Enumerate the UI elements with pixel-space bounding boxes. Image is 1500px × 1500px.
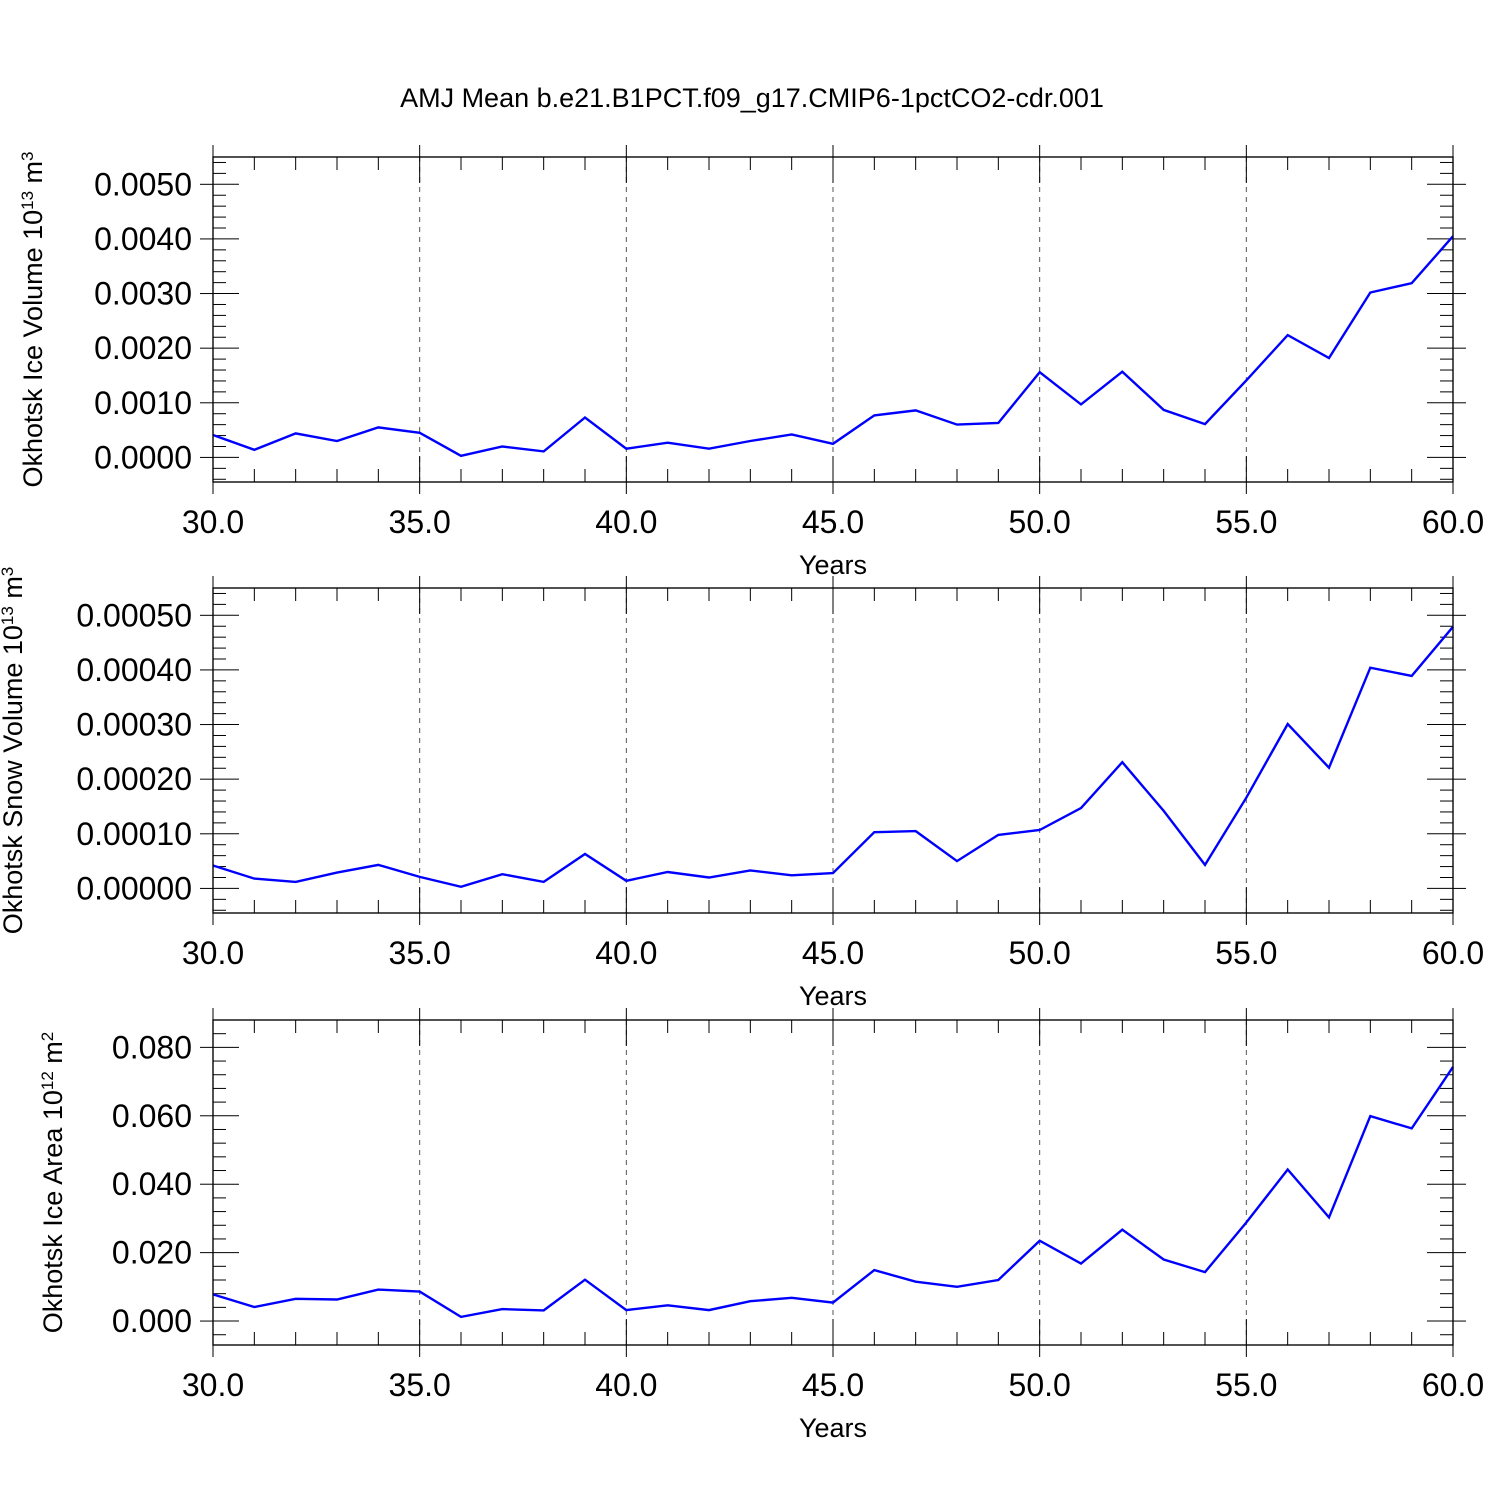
snow-volume-y-tick-label: 0.00050 (76, 597, 192, 633)
ice-volume-x-tick-label: 55.0 (1215, 504, 1277, 540)
ice-area-y-tick-label: 0.020 (112, 1235, 192, 1271)
ice-volume-panel: 30.0 35.0 40.0 45.0 50.0 55.0 60.0 0.0000 0.0010… (18, 145, 1484, 580)
ice-area-y-tick-label: 0.060 (112, 1098, 192, 1134)
snow-volume-series-line (212, 626, 1454, 889)
ice-area-y-axis-label-exp: 12 (38, 1071, 57, 1090)
ice-volume-y-axis-label-main: Okhotsk Ice Volume 10 (18, 210, 48, 488)
snow-volume-x-tick-label: 45.0 (802, 935, 864, 971)
ice-volume-y-axis-label: Okhotsk Ice Volume 1013 m3 (18, 151, 49, 487)
snow-volume-x-tick-label: 60.0 (1422, 935, 1484, 971)
snow-volume-y-tick-label: 0.00040 (76, 652, 192, 688)
ice-area-series-line (212, 1066, 1454, 1319)
snow-volume-x-tick-label: 30.0 (182, 935, 244, 971)
snow-volume-y-tick-label: 0.00030 (76, 707, 192, 743)
snow-volume-y-axis-label-unit: m (0, 576, 28, 606)
snow-volume-y-axis-label-main: Okhotsk Snow Volume 10 (0, 625, 28, 934)
ice-volume-y-axis-label-exp: 13 (18, 191, 37, 210)
ice-area-y-axis-label-unit-exp: 2 (38, 1032, 57, 1041)
snow-volume-y-axis-label-exp: 13 (0, 606, 17, 625)
ice-area-y-tick-label: 0.040 (112, 1166, 192, 1202)
ice-volume-x-tick-label: 30.0 (182, 504, 244, 540)
snow-volume-x-axis-label: Years (799, 981, 867, 1011)
snow-volume-y-tick-label: 0.00010 (76, 816, 192, 852)
snow-volume-plot-border (212, 587, 1454, 914)
snow-volume-y-axis-label: Okhotsk Snow Volume 1013 m3 (0, 567, 28, 935)
ice-volume-plot-border (212, 156, 1454, 483)
ice-volume-x-tick-label: 40.0 (595, 504, 657, 540)
ice-area-panel: 30.0 35.0 40.0 45.0 50.0 55.0 60.0 0.000 0.020 0.… (38, 1008, 1484, 1443)
ice-area-plot-border (212, 1019, 1454, 1346)
ice-volume-y-axis-label-unit-exp: 3 (18, 151, 37, 160)
ice-area-x-tick-label: 60.0 (1422, 1367, 1484, 1403)
figure-title: AMJ Mean b.e21.B1PCT.f09_g17.CMIP6-1pctC… (400, 83, 1104, 113)
ice-area-y-axis-label-main: Okhotsk Ice Area 10 (38, 1090, 68, 1333)
ice-area-y-axis-label-unit: m (38, 1041, 68, 1071)
ice-area-x-tick-label: 50.0 (1009, 1367, 1071, 1403)
ice-area-x-tick-label: 35.0 (389, 1367, 451, 1403)
ice-area-x-tick-label: 55.0 (1215, 1367, 1277, 1403)
ice-volume-y-tick-label: 0.0040 (94, 221, 192, 257)
ice-volume-y-tick-label: 0.0010 (94, 385, 192, 421)
ice-area-y-tick-label: 0.080 (112, 1029, 192, 1065)
ice-volume-y-tick-label: 0.0020 (94, 330, 192, 366)
ice-area-y-tick-label: 0.000 (112, 1303, 192, 1339)
snow-volume-panel: 30.0 35.0 40.0 45.0 50.0 55.0 60.0 0.00000 0.000… (0, 567, 1484, 1011)
ice-volume-y-tick-label: 0.0030 (94, 276, 192, 312)
ice-volume-series-line (212, 235, 1454, 458)
ice-area-x-tick-label: 40.0 (595, 1367, 657, 1403)
ice-volume-x-tick-label: 50.0 (1009, 504, 1071, 540)
snow-volume-y-tick-label: 0.00020 (76, 761, 192, 797)
ice-volume-x-tick-label: 35.0 (389, 504, 451, 540)
ice-volume-x-tick-label: 60.0 (1422, 504, 1484, 540)
ice-volume-x-axis-label: Years (799, 550, 867, 580)
ice-area-x-tick-label: 45.0 (802, 1367, 864, 1403)
ice-volume-x-tick-label: 45.0 (802, 504, 864, 540)
ice-area-y-axis-label: Okhotsk Ice Area 1012 m2 (38, 1032, 69, 1334)
snow-volume-y-tick-label: 0.00000 (76, 870, 192, 906)
snow-volume-x-tick-label: 50.0 (1009, 935, 1071, 971)
ice-volume-y-axis-label-unit: m (18, 161, 48, 191)
ice-area-x-tick-label: 30.0 (182, 1367, 244, 1403)
snow-volume-x-tick-label: 40.0 (595, 935, 657, 971)
snow-volume-x-tick-label: 35.0 (389, 935, 451, 971)
ice-volume-y-tick-label: 0.0050 (94, 166, 192, 202)
snow-volume-x-tick-label: 55.0 (1215, 935, 1277, 971)
snow-volume-y-axis-label-unit-exp: 3 (0, 567, 17, 576)
ice-volume-y-tick-label: 0.0000 (94, 439, 192, 475)
ice-area-x-axis-label: Years (799, 1413, 867, 1443)
